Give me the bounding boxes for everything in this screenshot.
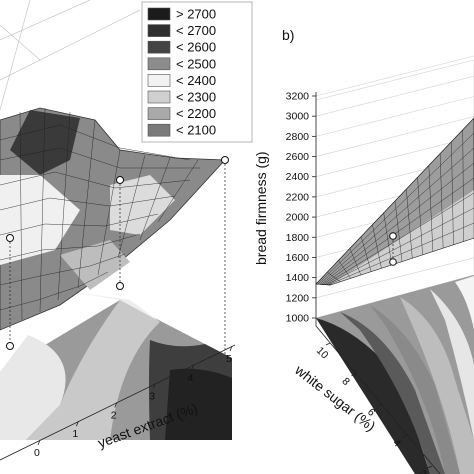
panel-b-z-tick-label: 2200: [286, 191, 310, 203]
panel-a-back-grid: [0, 0, 141, 111]
panel-b-z-tick-label: 3200: [286, 91, 310, 103]
legend-entry-label: < 2200: [176, 106, 216, 121]
panel-b-y-tick: [351, 373, 356, 377]
legend-entry-label: < 2600: [176, 40, 216, 55]
panel-a-x-tick: [114, 402, 118, 408]
panel-a-design-point: [221, 156, 229, 164]
legend-swatch: [147, 7, 171, 21]
panel-b-z-tick-label: 2800: [286, 131, 310, 143]
panel-a-surface-gray-patch: [60, 240, 130, 290]
panel-a-x-tick: [37, 439, 41, 446]
panel-a-points: [6, 156, 229, 355]
legend-swatch: [147, 74, 171, 87]
panel-a-x-ticks: 0 1 2 3 4 5: [34, 345, 233, 459]
panel-a-floor-band-light: [0, 335, 66, 440]
panel-b-z-tick-label: 1000: [286, 313, 310, 325]
panel-b-y-tick: [402, 434, 407, 438]
panel-b-z-tick-label: 1800: [286, 232, 310, 244]
panel-b-z-tick-label: 3000: [286, 111, 310, 123]
panel-a-x-tick-label: 1: [72, 428, 78, 440]
legend: > 2700< 2700 < 2600< 2500 < 2400 < 2300< 22…: [141, 1, 253, 143]
panel-b-y-tick: [427, 465, 433, 469]
panel-a-design-point: [116, 176, 124, 184]
panel-a-x-tick-label: 2: [111, 409, 117, 421]
panel-a-x-tick: [229, 345, 233, 352]
panel-b-design-point: [389, 232, 397, 240]
legend-entry-label: < 2400: [176, 73, 216, 88]
panel-b-z-tick-label: 1400: [286, 272, 310, 284]
panel-b-z-tick-label: 1600: [286, 252, 310, 264]
panel-a-design-point: [6, 234, 14, 242]
panel-b-y-tick-label: 2: [416, 468, 429, 474]
panel-b-z-tick-label: 1200: [286, 292, 310, 304]
panel-a-x-tick: [76, 421, 79, 427]
panel-b-z-tick-label: 2400: [286, 171, 310, 183]
panel-b: b) 1000 1200 1400 1600 1800 2000 2200 2400 2600 2…: [253, 27, 474, 474]
legend-entry-label: < 2700: [176, 23, 216, 38]
panel-a-x-tick-label: 3: [149, 391, 155, 403]
panel-a-surface-dark-patch: [10, 110, 80, 175]
panel-b-y-tick: [376, 404, 382, 407]
panel-a-design-point: [116, 282, 124, 290]
panel-a-x-tick-label: 4: [188, 372, 194, 384]
legend-swatch: [147, 107, 171, 120]
legend-swatch: [147, 57, 171, 71]
legend-entry-label: > 2700: [176, 7, 216, 22]
panel-a-x-tick: [152, 383, 156, 389]
legend-entry-label: < 2500: [176, 56, 216, 71]
panel-a-surface-light-patch-2: [110, 175, 175, 235]
panel-a-x-tick-label: 5: [226, 353, 232, 365]
panel-b-surface-light: [330, 190, 474, 285]
panel-b-y-tick-label: 8: [339, 375, 352, 388]
panel-b-label: b): [282, 27, 294, 43]
panel-b-floor-bands: [316, 276, 474, 474]
panel-b-z-axis: 1000 1200 1400 1600 1800 2000 2200 2400 2600 2800…: [253, 91, 317, 326]
panel-a-floor-band-mid: [26, 300, 160, 440]
panel-a-floor-band-darker: [165, 368, 232, 440]
panel-a-surface-light-patch: [0, 175, 80, 265]
legend-swatch: [147, 40, 171, 54]
panel-b-z-axis-label: bread firmness (g): [253, 151, 269, 265]
panel-b-y-tick-label: 10: [314, 345, 331, 362]
panel-b-z-tick-label: 2000: [286, 212, 310, 224]
legend-swatch: [147, 90, 171, 104]
panel-a-x-tick: [191, 364, 194, 370]
panel-b-design-point: [389, 258, 397, 266]
panel-b-z-tick-label: 2600: [286, 151, 310, 163]
panel-b-points: [389, 232, 397, 266]
legend-swatch: [147, 24, 171, 37]
panel-a-design-point: [6, 342, 14, 350]
legend-entry-label: < 2100: [176, 123, 216, 138]
panel-a-mesh: [0, 107, 200, 321]
panel-a-x-tick-label: 0: [34, 447, 40, 459]
legend-swatch: [147, 123, 171, 137]
panel-b-y-tick: [325, 342, 331, 346]
panel-b-z-ticks: 1000 1200 1400 1600 1800 2000 2200 2400 2600 2800…: [286, 91, 316, 325]
panel-b-mesh: [315, 117, 474, 286]
legend-entry-label: < 2300: [176, 90, 216, 105]
